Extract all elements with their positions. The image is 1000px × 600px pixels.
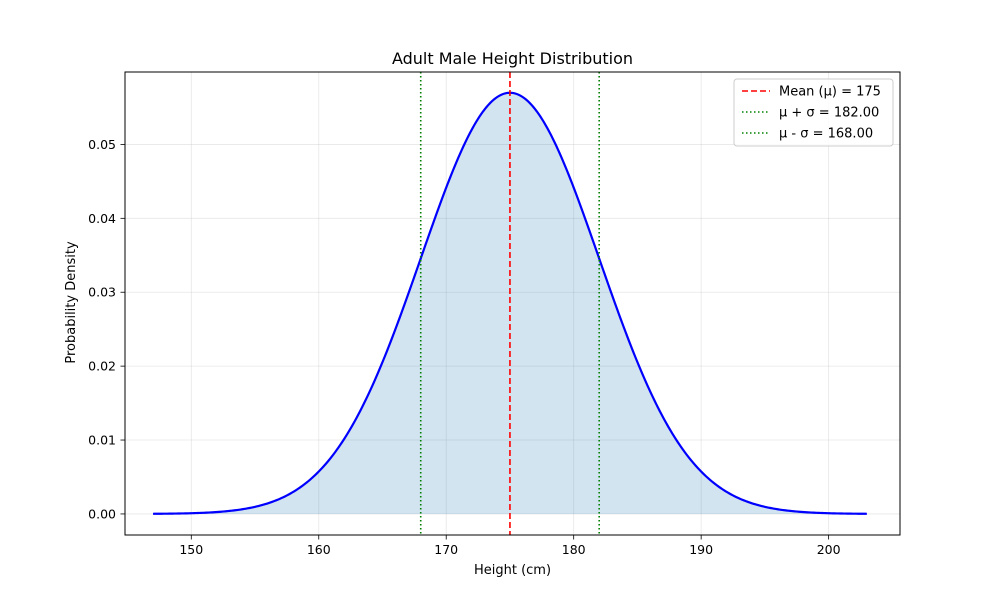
x-axis-label: Height (cm) xyxy=(474,563,551,578)
x-tick-label: 190 xyxy=(689,542,713,557)
grid xyxy=(125,72,900,535)
y-tick-label: 0.02 xyxy=(88,359,116,374)
y-tick-label: 0.03 xyxy=(88,285,116,300)
legend-entry-2: μ - σ = 168.00 xyxy=(779,127,873,142)
y-tick-label: 0.04 xyxy=(88,211,116,226)
legend: Mean (μ) = 175 μ + σ = 182.00 μ - σ = 168.… xyxy=(733,78,894,147)
y-tick-label: 0.05 xyxy=(88,137,116,152)
y-tick-label: 0.00 xyxy=(88,506,116,521)
y-axis-label: Probability Density xyxy=(64,241,79,364)
density-fill xyxy=(153,92,867,514)
x-tick-label: 180 xyxy=(562,542,586,557)
x-tick-label: 160 xyxy=(307,542,331,557)
x-tick-label: 170 xyxy=(434,542,458,557)
x-tick-label: 200 xyxy=(817,542,841,557)
legend-entry-1: μ + σ = 182.00 xyxy=(779,106,879,121)
x-axis-ticks: 150 160 170 180 190 200 xyxy=(179,535,841,557)
y-tick-label: 0.01 xyxy=(88,433,116,448)
reference-lines xyxy=(419,72,600,535)
chart-title: Adult Male Height Distribution xyxy=(392,49,633,68)
legend-box xyxy=(733,78,894,147)
x-tick-label: 150 xyxy=(179,542,203,557)
plot-frame xyxy=(124,71,901,536)
legend-entry-0: Mean (μ) = 175 xyxy=(779,85,881,100)
y-axis-ticks: 0.00 0.01 0.02 0.03 0.04 0.05 xyxy=(88,137,125,521)
